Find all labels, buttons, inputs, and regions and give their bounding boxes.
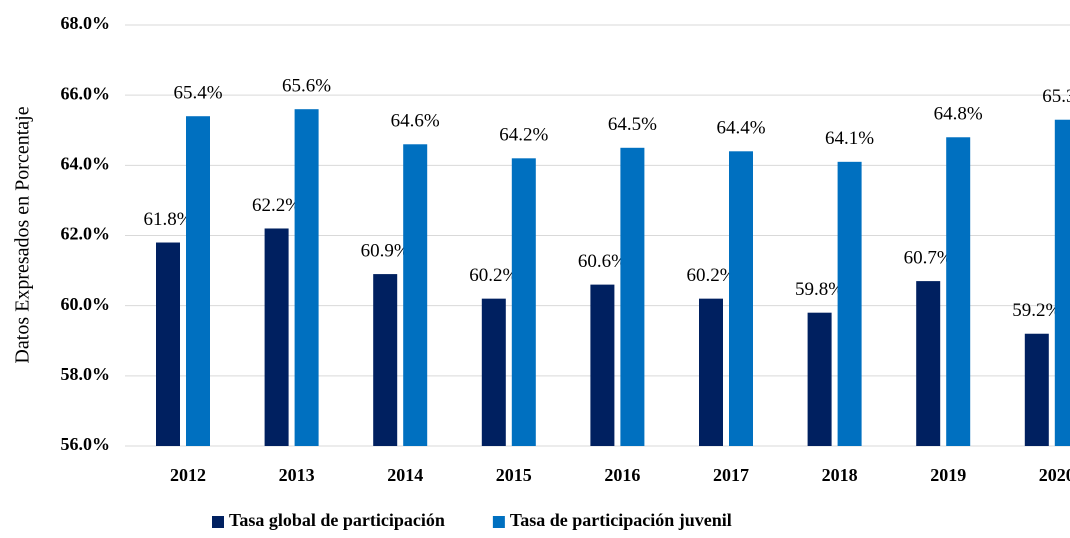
data-label: 64.8% — [934, 104, 983, 125]
bar — [837, 161, 862, 446]
legend-label: Tasa de participación juvenil — [510, 510, 732, 530]
data-label: 65.4% — [173, 83, 222, 104]
y-axis-label: Datos Expresados en Porcentaje — [12, 106, 34, 363]
legend-label: Tasa global de participación — [229, 510, 445, 530]
data-label: 64.2% — [499, 125, 548, 146]
bar — [481, 298, 506, 446]
bar — [590, 284, 615, 446]
y-tick-label: 68.0% — [61, 13, 111, 33]
x-tick-label: 2015 — [496, 465, 532, 485]
bar — [511, 158, 536, 447]
x-tick-label: 2017 — [713, 465, 749, 485]
data-label: 60.2% — [686, 265, 735, 286]
data-label: 65.3% — [1042, 86, 1070, 107]
legend-swatch — [212, 516, 224, 528]
x-tick-label: 2020 — [1039, 465, 1070, 485]
legend-swatch — [492, 516, 505, 528]
data-label: 60.2% — [469, 265, 518, 286]
bar — [916, 281, 941, 446]
x-tick-label: 2018 — [822, 465, 858, 485]
bar — [620, 147, 645, 446]
data-label: 64.5% — [608, 114, 657, 135]
data-label: 61.8% — [143, 209, 192, 230]
data-label: 59.2% — [1012, 300, 1061, 321]
data-label: 60.9% — [361, 240, 410, 261]
bar — [403, 144, 428, 447]
y-tick-label: 58.0% — [61, 364, 111, 384]
data-label: 60.7% — [904, 247, 953, 268]
bar — [186, 116, 210, 446]
bar — [946, 137, 971, 446]
bar — [729, 151, 753, 447]
data-label: 64.6% — [391, 111, 440, 132]
y-tick-label: 60.0% — [61, 294, 111, 314]
data-label: 64.1% — [825, 128, 874, 149]
bar — [699, 298, 723, 446]
x-tick-label: 2012 — [170, 465, 206, 485]
x-tick-label: 2016 — [604, 465, 640, 485]
bar — [264, 228, 289, 446]
bar — [1054, 119, 1070, 446]
x-tick-label: 2019 — [930, 465, 966, 485]
bar — [156, 242, 180, 446]
y-tick-label: 56.0% — [61, 434, 111, 454]
y-tick-label: 66.0% — [61, 83, 111, 103]
bar — [1024, 333, 1049, 446]
y-tick-label: 64.0% — [61, 153, 111, 173]
bar — [294, 109, 319, 446]
bar — [373, 274, 398, 446]
x-tick-label: 2014 — [387, 465, 423, 485]
x-tick-label: 2013 — [279, 465, 315, 485]
bar — [807, 312, 832, 446]
data-label: 59.8% — [795, 279, 844, 300]
y-tick-label: 62.0% — [61, 224, 111, 244]
data-label: 60.6% — [578, 251, 627, 272]
data-label: 62.2% — [252, 195, 301, 216]
data-label: 64.4% — [716, 118, 765, 139]
data-label: 65.6% — [282, 76, 331, 97]
